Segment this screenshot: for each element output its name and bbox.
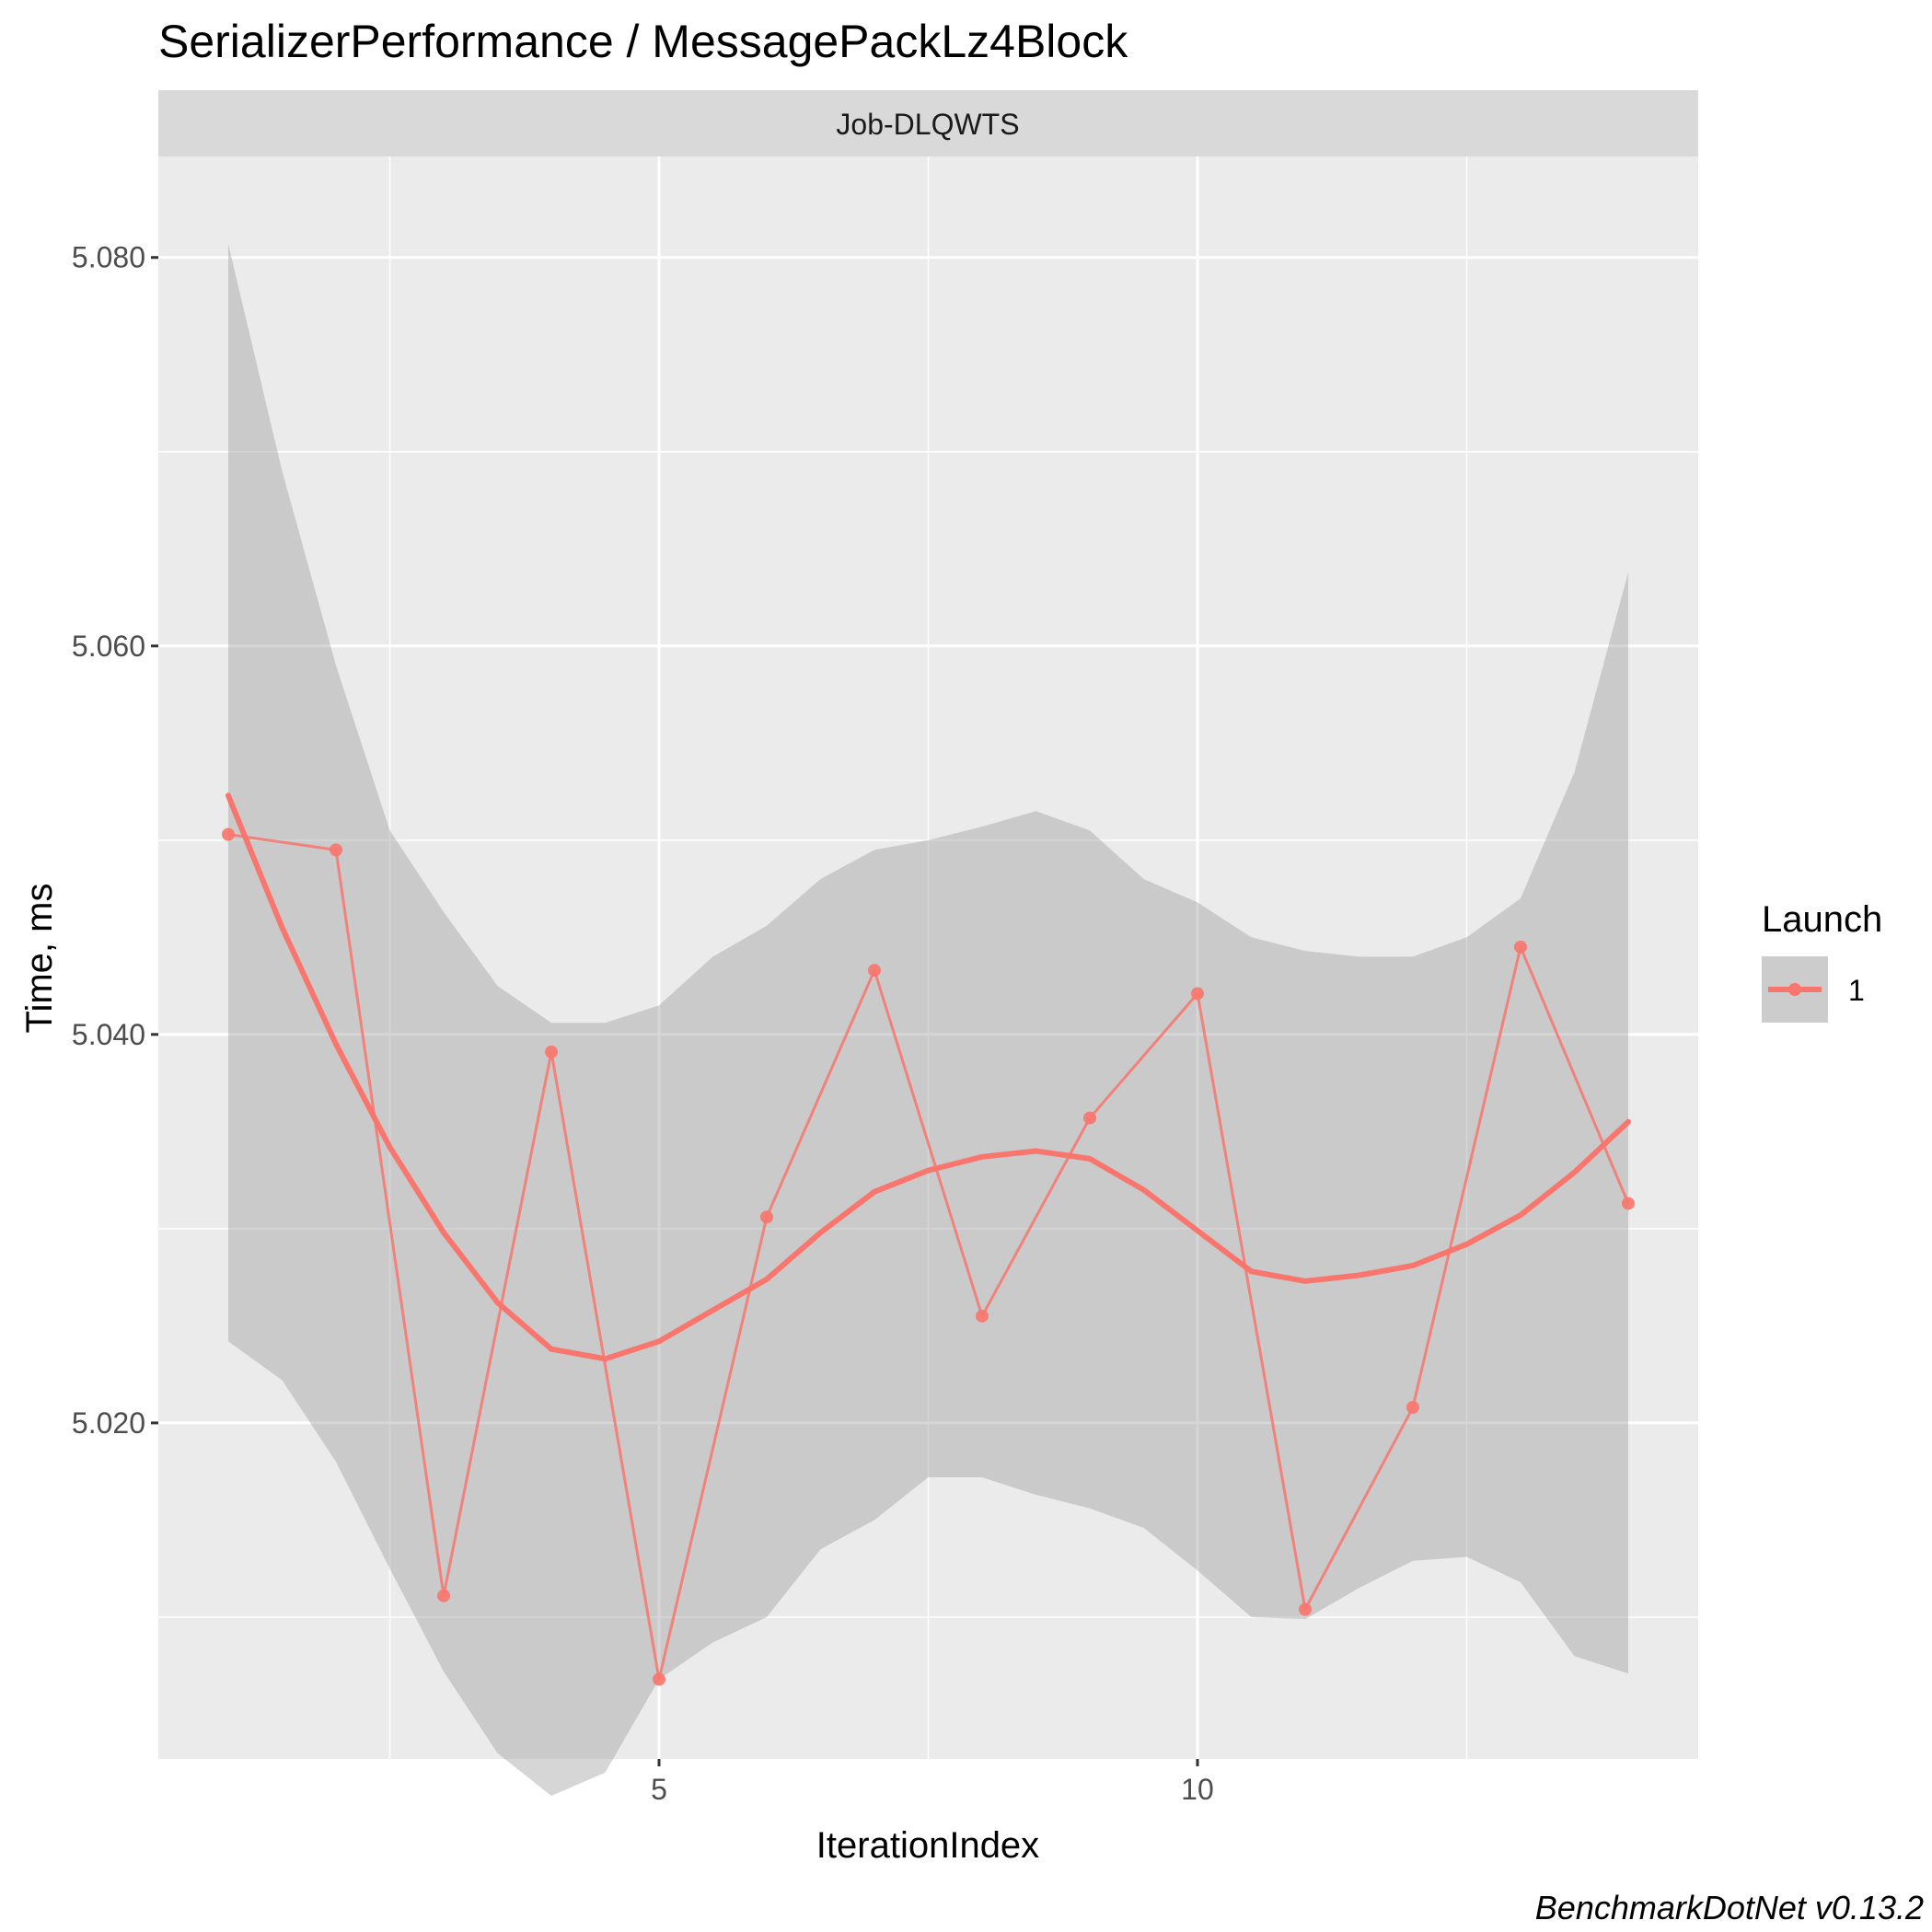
caption: BenchmarkDotNet v0.13.2 <box>1535 1889 1924 1926</box>
y-axis: 5.020 5.040 5.060 5.080 <box>72 241 158 1440</box>
data-point <box>222 827 236 841</box>
x-tick-label: 5 <box>651 1773 667 1806</box>
data-points <box>222 827 1635 1686</box>
data-point <box>868 964 882 978</box>
y-axis-title: Time, ms <box>19 884 60 1034</box>
series-line-launch-1 <box>227 833 1630 1681</box>
major-gridlines <box>158 156 1698 1759</box>
y-tick-label: 5.060 <box>72 630 145 663</box>
data-point <box>437 1589 451 1602</box>
legend-title: Launch <box>1762 899 1882 940</box>
legend: Launch 1 <box>1762 899 1882 1023</box>
x-axis: 5 10 <box>651 1759 1214 1806</box>
confidence-band <box>228 244 1628 1797</box>
data-point <box>975 1309 989 1323</box>
x-tick-label: 10 <box>1181 1773 1214 1806</box>
data-point <box>1190 987 1204 1001</box>
data-point <box>1298 1602 1312 1616</box>
y-tick-label: 5.080 <box>72 241 145 274</box>
data-point <box>1513 940 1527 954</box>
smooth-trend-line <box>226 792 1631 1362</box>
facet-strip-label: Job-DLQWTS <box>836 108 1019 141</box>
legend-label-1: 1 <box>1848 974 1865 1007</box>
data-point <box>1621 1197 1635 1210</box>
y-tick-label: 5.020 <box>72 1406 145 1440</box>
minor-gridlines <box>158 156 1698 1759</box>
data-point <box>1082 1111 1096 1125</box>
data-point <box>545 1045 559 1059</box>
legend-key-point <box>1788 983 1801 996</box>
data-point <box>1406 1401 1419 1415</box>
facet-strip <box>158 90 1698 156</box>
y-tick-label: 5.040 <box>72 1018 145 1051</box>
x-axis-title: IterationIndex <box>816 1825 1039 1866</box>
data-point <box>760 1210 774 1224</box>
data-point <box>653 1672 666 1686</box>
data-point <box>330 843 343 857</box>
chart-title: SerializerPerformance / MessagePackLz4Bl… <box>158 16 1128 67</box>
